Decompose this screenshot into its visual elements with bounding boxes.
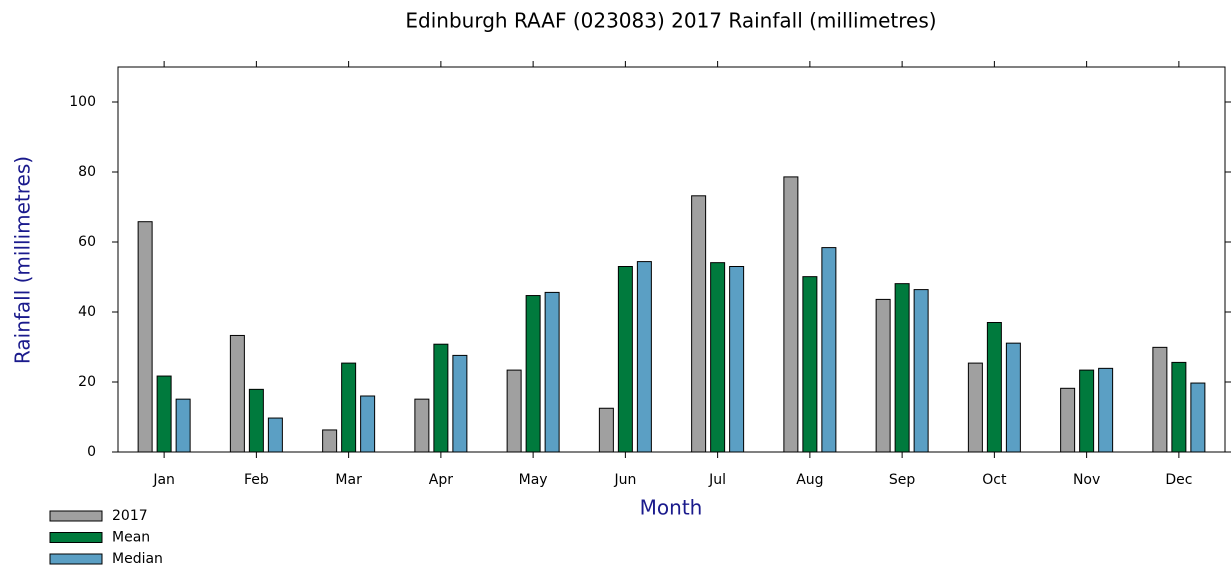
bar bbox=[913, 289, 929, 453]
legend-label: Median bbox=[112, 551, 163, 567]
bar bbox=[1079, 369, 1095, 453]
x-tick-label: Aug bbox=[796, 472, 823, 488]
bar bbox=[341, 362, 357, 453]
bar bbox=[175, 398, 191, 453]
y-tick-label: 40 bbox=[78, 304, 96, 320]
legend-swatch bbox=[49, 553, 103, 565]
legend-swatch bbox=[49, 532, 103, 543]
y-tick-label: 100 bbox=[69, 94, 96, 110]
bar bbox=[875, 298, 891, 453]
bar bbox=[1190, 382, 1206, 453]
bar bbox=[894, 283, 910, 453]
bar bbox=[267, 417, 283, 453]
bar bbox=[1005, 342, 1021, 453]
x-tick-label: Dec bbox=[1165, 472, 1192, 488]
x-tick-label: Oct bbox=[982, 472, 1007, 488]
x-tick-label: May bbox=[519, 472, 548, 488]
bar bbox=[360, 395, 376, 453]
bar bbox=[986, 322, 1002, 453]
bar bbox=[691, 195, 707, 453]
bar bbox=[1060, 387, 1076, 453]
bar bbox=[525, 295, 541, 453]
bar bbox=[248, 388, 264, 453]
legend-label: Mean bbox=[112, 530, 150, 546]
y-tick-label: 60 bbox=[78, 234, 96, 250]
x-tick-label: Nov bbox=[1073, 472, 1100, 488]
bar bbox=[544, 291, 560, 453]
x-tick-label: Apr bbox=[429, 472, 453, 488]
bar bbox=[783, 176, 799, 453]
y-tick-label: 20 bbox=[78, 374, 96, 390]
x-tick-label: Jul bbox=[708, 472, 726, 488]
bar bbox=[433, 343, 449, 453]
bar bbox=[1171, 361, 1187, 453]
bar bbox=[729, 266, 745, 453]
x-tick-label: Mar bbox=[335, 472, 362, 488]
x-tick-label: Feb bbox=[244, 472, 269, 488]
bar bbox=[229, 334, 245, 453]
bar bbox=[414, 398, 430, 453]
x-tick-label: Jun bbox=[613, 472, 636, 488]
y-tick-label: 80 bbox=[78, 164, 96, 180]
bar bbox=[967, 362, 983, 453]
x-axis-label: Month bbox=[640, 496, 703, 520]
bar bbox=[1152, 346, 1168, 453]
bar bbox=[617, 266, 633, 453]
bar bbox=[156, 375, 172, 453]
plot-frame bbox=[117, 66, 1226, 453]
bar bbox=[821, 247, 837, 453]
y-tick-label: 0 bbox=[87, 444, 96, 460]
bar bbox=[137, 221, 153, 453]
bar bbox=[710, 262, 726, 453]
legend-label: 2017 bbox=[112, 508, 148, 524]
bar bbox=[506, 369, 522, 453]
bar bbox=[452, 354, 468, 453]
chart-title: Edinburgh RAAF (023083) 2017 Rainfall (m… bbox=[405, 9, 936, 33]
x-tick-label: Sep bbox=[889, 472, 916, 488]
bar bbox=[802, 276, 818, 453]
bar bbox=[636, 261, 652, 453]
bar bbox=[1098, 367, 1114, 453]
y-axis-label: Rainfall (millimetres) bbox=[11, 156, 35, 364]
x-tick-label: Jan bbox=[152, 472, 175, 488]
bar bbox=[598, 407, 614, 453]
legend-swatch bbox=[49, 510, 103, 522]
bar bbox=[322, 429, 338, 453]
